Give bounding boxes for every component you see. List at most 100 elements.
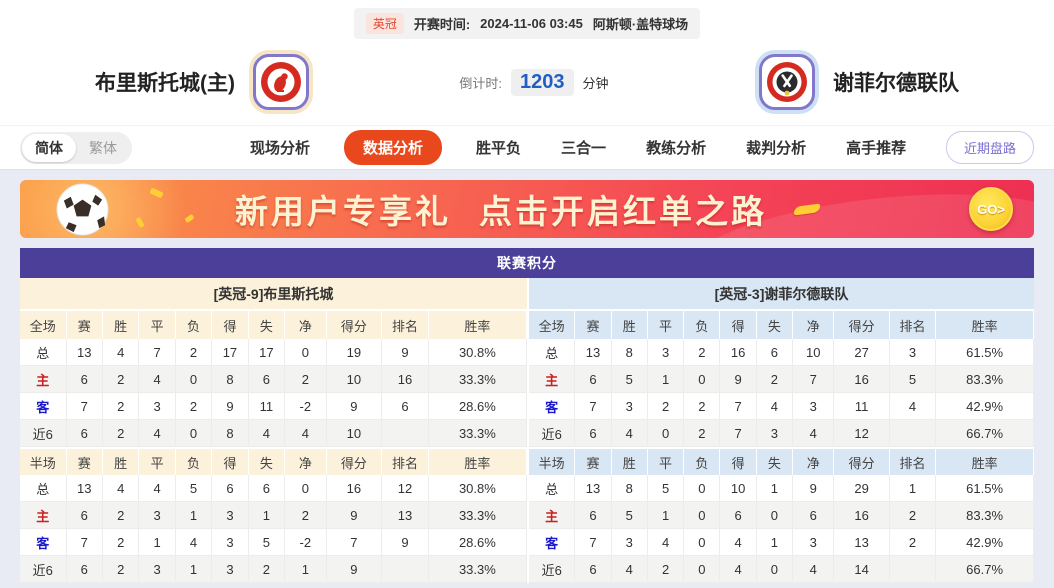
lang-option-inactive[interactable]: 繁体: [89, 139, 117, 156]
table-cell: 66.7%: [936, 556, 1034, 583]
table-cell: 11: [834, 393, 890, 420]
column-header: 平: [139, 447, 176, 475]
table-cell: 2: [889, 529, 937, 556]
team-section-title: [英冠-9]布里斯托城: [20, 278, 527, 311]
table-cell: 8: [212, 366, 249, 393]
table-cell: 1: [889, 475, 937, 502]
table-cell: 4: [720, 529, 757, 556]
column-header: 负: [684, 311, 721, 339]
lang-option-active[interactable]: 简体: [22, 133, 76, 162]
column-header: 失: [248, 311, 286, 339]
table-cell: 19: [326, 339, 383, 366]
table-cell: 3: [889, 339, 937, 366]
row-label: 总: [529, 339, 576, 366]
table-cell: 6: [248, 475, 286, 502]
table-cell: 4: [793, 420, 835, 447]
table-cell: 7: [139, 339, 176, 366]
nav-tab[interactable]: 现场分析: [250, 140, 311, 157]
countdown-label: 倒计时:: [459, 75, 503, 91]
row-label: 总: [529, 475, 576, 502]
table-cell: 7: [326, 529, 383, 556]
nav-tab[interactable]: 高手推荐: [846, 140, 907, 157]
table-row: 主 6 5 1 0 9 2 7 16 5 83.3%: [529, 366, 1034, 393]
column-header: 平: [647, 311, 685, 339]
row-label: 主: [20, 366, 67, 393]
table-cell: 13: [575, 475, 612, 502]
team-stats-panel: [英冠-3]谢菲尔德联队 全场赛胜平负得失净得分 排名 胜率总 13 8 3 2 16 6 10 27…: [527, 278, 1034, 583]
table-cell: 1: [139, 529, 176, 556]
row-label: 近6: [529, 556, 576, 583]
table-cell: 6: [66, 556, 103, 583]
table-cell: 7: [575, 393, 612, 420]
table-cell: 9: [212, 393, 249, 420]
nav-tab[interactable]: 数据分析: [344, 130, 443, 165]
language-toggle[interactable]: 简体 繁体: [20, 131, 132, 164]
confetti-icon: [184, 213, 195, 224]
countdown-value: 1203: [511, 68, 574, 96]
column-header: 失: [756, 447, 794, 475]
table-cell: 13: [382, 502, 429, 529]
table-cell: 10: [326, 420, 383, 447]
table-cell: 3: [793, 393, 835, 420]
nav-tab[interactable]: 教练分析: [646, 140, 707, 157]
table-cell: 29: [834, 475, 890, 502]
table-cell: 10: [793, 339, 835, 366]
table-row: 总 13 8 5 0 10 1 9 29 1 61.5%: [529, 475, 1034, 502]
team-section-title: [英冠-3]谢菲尔德联队: [529, 278, 1034, 311]
nav-tab[interactable]: 裁判分析: [746, 140, 807, 157]
row-label: 总: [20, 339, 67, 366]
recent-trend-button[interactable]: 近期盘路: [945, 131, 1034, 164]
table-cell: 4: [248, 420, 286, 447]
table-row: 客 7 3 2 2 7 4 3 11 4 42.9%: [529, 393, 1034, 420]
table-cell: 2: [684, 339, 721, 366]
table-cell: 13: [575, 339, 612, 366]
column-header: 得: [212, 447, 249, 475]
go-button[interactable]: GO>: [969, 187, 1013, 231]
table-cell: 13: [66, 475, 103, 502]
row-label: 主: [529, 502, 576, 529]
table-cell: 3: [212, 556, 249, 583]
table-cell: 28.6%: [428, 393, 527, 420]
promo-banner[interactable]: 新用户专享礼 点击开启红单之路 GO>: [20, 180, 1034, 238]
table-row: 近6 6 2 4 0 8 4 4 10 33.3%: [20, 420, 527, 447]
venue: 阿斯顿·盖特球场: [592, 17, 689, 32]
table-cell: 4: [139, 420, 176, 447]
column-header: 得: [720, 447, 757, 475]
nav-tabs: 现场分析 数据分析 胜平负 三合一 教练分析 裁判分析 高手推荐: [244, 130, 912, 165]
table-cell: 42.9%: [936, 529, 1034, 556]
column-header: 得: [720, 311, 757, 339]
nav-tab[interactable]: 胜平负: [476, 140, 522, 157]
column-header: 得分: [834, 311, 890, 339]
table-cell: 3: [212, 502, 249, 529]
table-cell: 4: [102, 339, 140, 366]
table-cell: 0: [647, 420, 685, 447]
table-cell: 6: [756, 339, 794, 366]
nav-tab[interactable]: 三合一: [561, 140, 607, 157]
table-cell: 17: [212, 339, 249, 366]
table-cell: 9: [382, 339, 429, 366]
table-cell: 3: [611, 529, 648, 556]
row-label: 客: [20, 393, 67, 420]
table-row: 近6 6 4 0 2 7 3 4 12 66.7%: [529, 420, 1034, 447]
table-cell: 1: [756, 529, 794, 556]
table-cell: 4: [139, 366, 176, 393]
table-cell: 9: [720, 366, 757, 393]
table-cell: 6: [382, 393, 429, 420]
column-header: 胜: [102, 311, 140, 339]
table-cell: 4: [139, 475, 176, 502]
table-cell: 0: [756, 556, 794, 583]
table-cell: 5: [611, 502, 648, 529]
column-header: 得分: [834, 447, 890, 475]
table-cell: 10: [326, 366, 383, 393]
column-header: 排名: [382, 447, 429, 475]
table-cell: 4: [889, 393, 937, 420]
column-header: 负: [684, 447, 721, 475]
table-cell: 3: [212, 529, 249, 556]
table-cell: 0: [175, 420, 213, 447]
table-cell: 2: [102, 366, 140, 393]
table-cell: 1: [175, 556, 213, 583]
table-cell: 9: [382, 529, 429, 556]
table-cell: -2: [285, 393, 327, 420]
table-cell: 2: [175, 339, 213, 366]
table-cell: 3: [793, 529, 835, 556]
